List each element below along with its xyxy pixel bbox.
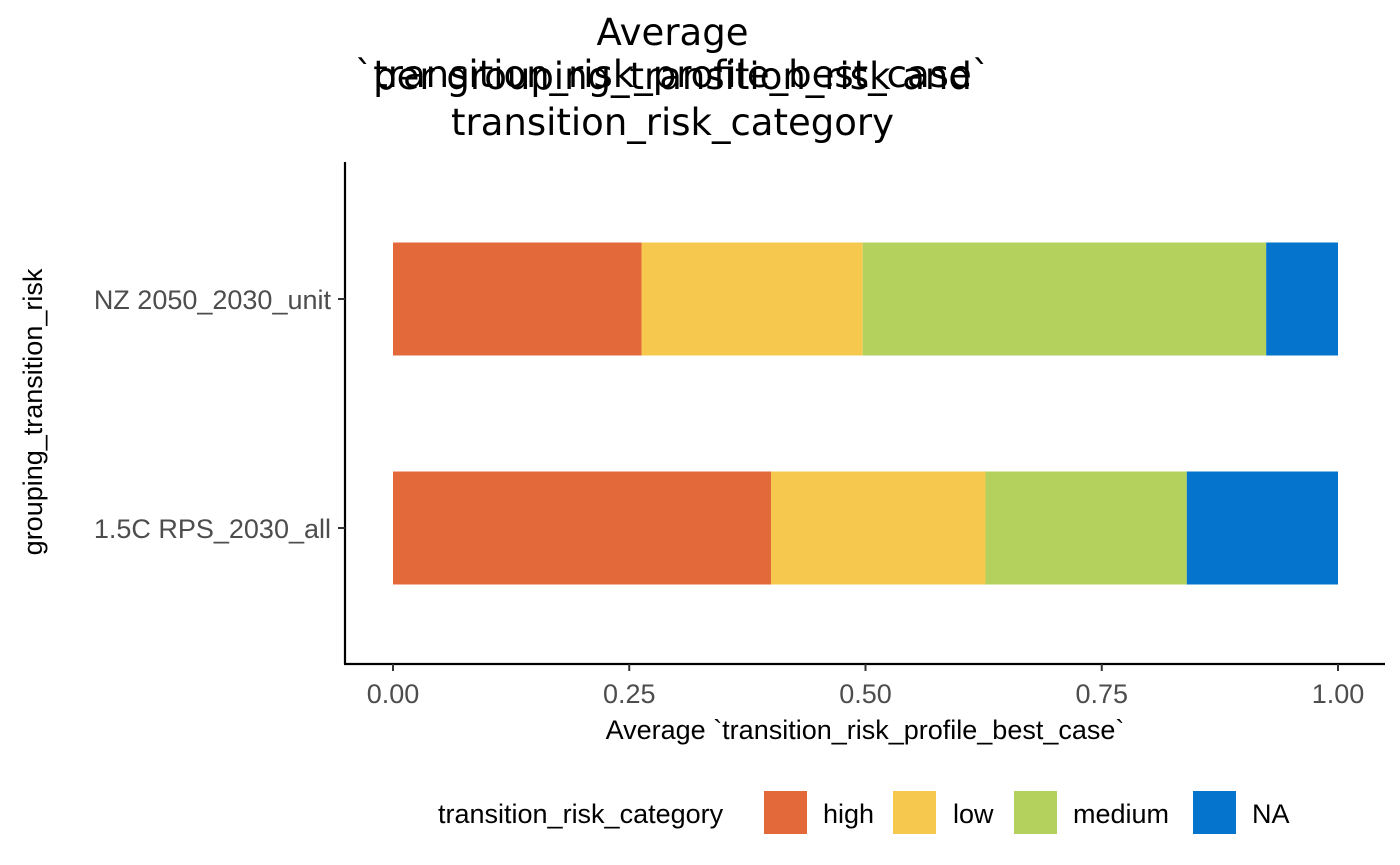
y-tick-label: NZ 2050_2030_unit [94,285,332,315]
bar-segment-low-2 [771,471,986,585]
x-tick-label: 0.25 [603,679,656,709]
legend-title: transition_risk_category [438,799,724,829]
y-ticks-group: NZ 2050_2030_unit 1.5C RPS_2030_all [94,285,345,544]
legend-label-high: high [823,799,874,829]
legend-label-low: low [953,799,994,829]
legend-key-medium [1014,791,1057,834]
y-axis-title: grouping_transition_risk [18,268,48,555]
chart-title-line-3: transition_risk_category [451,101,894,144]
bar-segment-high-2 [393,471,771,585]
legend: transition_risk_category high low medium NA [438,791,1290,834]
chart-title-line-2: per grouping_transition_risk and [373,55,972,98]
legend-key-low [893,791,936,834]
legend-key-na [1193,791,1236,834]
x-axis-title: Average `transition_risk_profile_best_ca… [606,715,1125,745]
legend-label-medium: medium [1073,799,1169,829]
y-tick-label: 1.5C RPS_2030_all [94,514,331,544]
bars-group [393,242,1338,585]
legend-key-high [764,791,807,834]
x-tick-label: 0.00 [367,679,420,709]
x-tick-label: 0.50 [839,679,892,709]
x-ticks-group: 0.00 0.25 0.50 0.75 1.00 [367,664,1365,709]
bar-segment-high-1 [393,242,642,356]
bar-segment-medium-2 [985,471,1187,585]
bar-segment-na-1 [1266,242,1338,356]
bar-segment-medium-1 [862,242,1267,356]
bar-segment-low-1 [641,242,863,356]
bar-segment-na-2 [1186,471,1338,585]
x-tick-label: 0.75 [1075,679,1128,709]
x-tick-label: 1.00 [1312,679,1365,709]
chart-title-line-1: Average `transition_risk_profile_best_ca… [354,11,991,96]
legend-label-na: NA [1252,799,1290,829]
